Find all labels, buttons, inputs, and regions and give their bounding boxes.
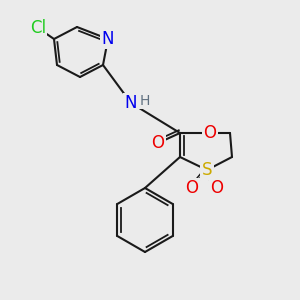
Text: N: N (125, 94, 137, 112)
Text: H: H (140, 94, 150, 108)
Text: S: S (202, 161, 212, 179)
Text: N: N (102, 30, 114, 48)
Text: O: O (203, 124, 217, 142)
Text: O: O (185, 179, 199, 197)
Text: O: O (152, 134, 164, 152)
Text: Cl: Cl (30, 19, 46, 37)
Text: O: O (211, 179, 224, 197)
